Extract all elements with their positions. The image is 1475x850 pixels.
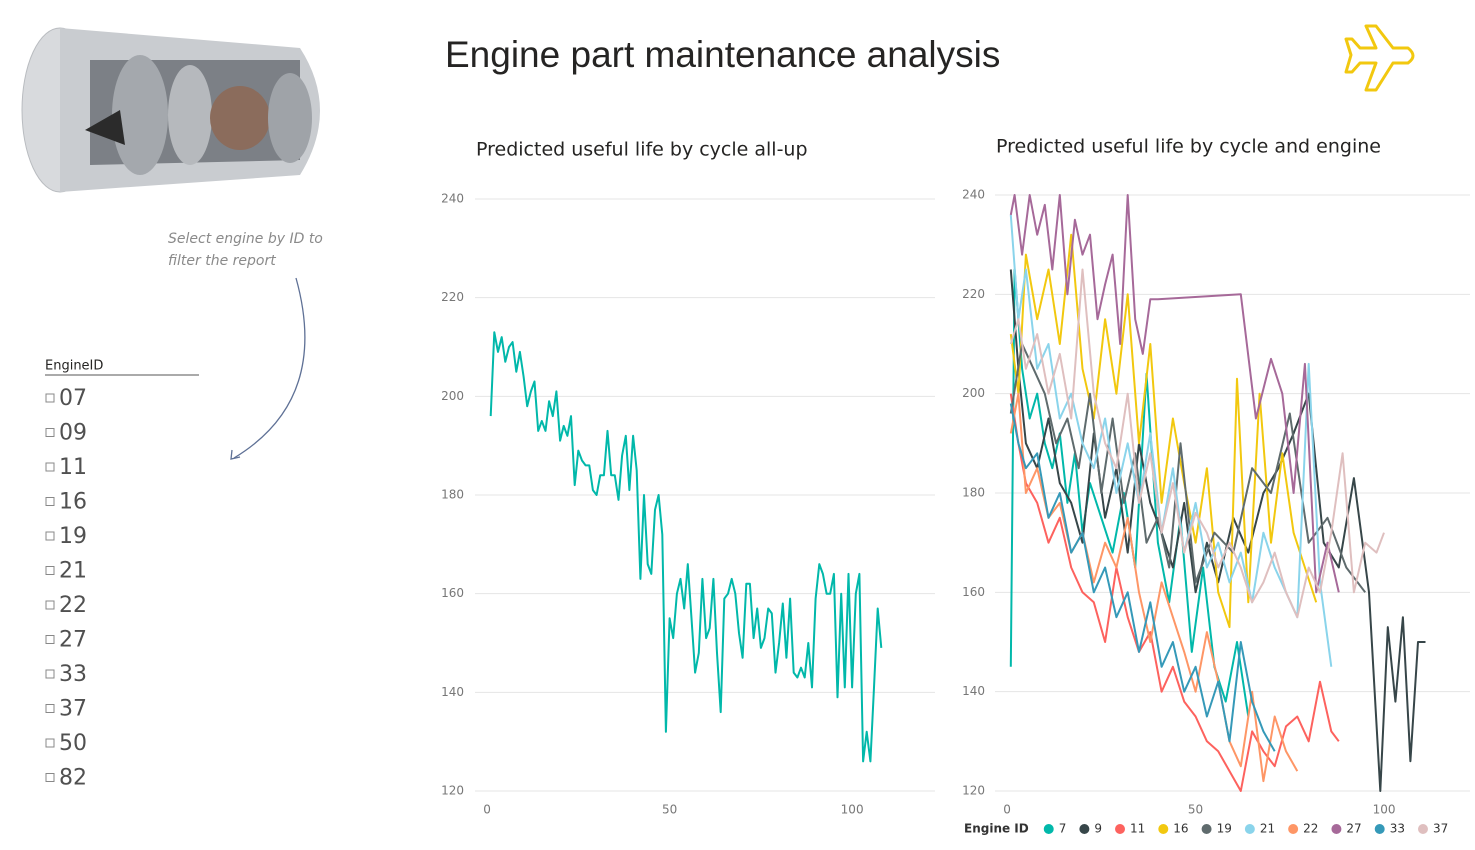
series-line: [1009, 393, 1340, 792]
caption-box: Select engine by ID to filter the report: [168, 231, 323, 269]
plane-icon: [1344, 24, 1415, 92]
slicer-item[interactable]: 19: [59, 524, 87, 549]
legend-label[interactable]: 33: [1390, 822, 1405, 836]
slicer-item[interactable]: 11: [59, 455, 87, 480]
series-line: [1009, 269, 1426, 792]
legend-label[interactable]: 27: [1346, 822, 1361, 836]
chart-title: Predicted useful life by cycle all-up: [476, 139, 808, 161]
x-tick-label: 0: [1003, 803, 1011, 817]
slicer-item[interactable]: 33: [59, 662, 87, 687]
legend-label[interactable]: 21: [1260, 822, 1275, 836]
legend-swatch[interactable]: [1115, 824, 1126, 834]
slicer-items: 07 09 11 16 19 21 22 27 33 37 50 82: [45, 386, 87, 791]
checkbox[interactable]: [45, 704, 55, 713]
slicer-item[interactable]: 07: [59, 386, 87, 411]
y-tick-label: 140: [441, 685, 464, 699]
y-tick-label: 240: [962, 188, 985, 202]
legend-swatch[interactable]: [1288, 824, 1299, 834]
legend-swatch[interactable]: [1158, 824, 1169, 834]
checkbox[interactable]: [45, 635, 55, 644]
series-line: [1009, 268, 1250, 717]
legend-swatch[interactable]: [1374, 824, 1385, 834]
legend-label[interactable]: 37: [1433, 822, 1448, 836]
legend-swatch[interactable]: [1244, 824, 1255, 834]
x-tick-label: 100: [841, 803, 864, 817]
slicer-caption: Select engine by ID to filter the report: [168, 231, 323, 269]
y-tick-label: 220: [441, 290, 464, 304]
y-tick-label: 220: [962, 287, 985, 301]
series-line: [1009, 403, 1276, 752]
y-tick-label: 160: [441, 586, 464, 600]
x-tick-label: 50: [662, 803, 677, 817]
slicer-item[interactable]: 16: [59, 490, 87, 515]
checkbox[interactable]: [45, 738, 55, 748]
y-tick-label: 120: [441, 784, 464, 798]
legend-label[interactable]: 22: [1303, 822, 1318, 836]
arrow: [233, 277, 306, 459]
checkbox[interactable]: [45, 669, 55, 679]
legend-swatch[interactable]: [1417, 824, 1428, 834]
series-line: [1009, 214, 1333, 667]
checkbox[interactable]: [45, 428, 55, 437]
slicer-item[interactable]: 82: [59, 766, 87, 791]
y-tick-label: 180: [441, 488, 464, 502]
y-tick-label: 200: [962, 386, 985, 400]
chart-title: Predicted useful life by cycle and engin…: [996, 136, 1381, 158]
line: [489, 331, 883, 763]
checkbox[interactable]: [45, 531, 55, 541]
y-tick-label: 120: [962, 784, 985, 798]
slicer-item[interactable]: 22: [59, 593, 87, 618]
legend-label[interactable]: 16: [1173, 822, 1188, 836]
checkbox[interactable]: [45, 497, 55, 506]
plot-area: [1009, 194, 1426, 792]
legend-swatch[interactable]: [1331, 824, 1342, 834]
legend-label[interactable]: 7: [1059, 822, 1067, 836]
legend-label[interactable]: 19: [1217, 822, 1232, 836]
y-tick-label: 180: [962, 486, 985, 500]
plot-area: [489, 331, 883, 763]
engine-image: [21, 27, 320, 193]
x-tick-label: 50: [1188, 803, 1203, 817]
y-tick-label: 160: [962, 585, 985, 599]
y-tick-label: 140: [962, 684, 985, 698]
y-tick-label: 200: [441, 389, 464, 403]
x-tick-label: 0: [483, 803, 491, 817]
checkbox[interactable]: [45, 566, 55, 575]
checkbox[interactable]: [45, 773, 55, 782]
arrow-head: [230, 449, 241, 460]
slicer-item[interactable]: 09: [59, 421, 87, 446]
x-tick-label: 100: [1373, 803, 1396, 817]
page-title: Engine part maintenance analysis: [445, 34, 1000, 75]
slicer-item[interactable]: 37: [59, 697, 87, 722]
legend-swatch[interactable]: [1043, 824, 1054, 834]
slicer-item[interactable]: 50: [59, 731, 87, 756]
series-line: [1009, 233, 1318, 629]
legend-label[interactable]: 9: [1094, 822, 1102, 836]
legend-swatch[interactable]: [1201, 824, 1212, 834]
slicer-item[interactable]: 21: [59, 559, 87, 584]
y-tick-label: 240: [441, 192, 464, 206]
series-line: [1009, 268, 1385, 619]
slicer-title: EngineID: [45, 359, 103, 374]
checkbox[interactable]: [45, 462, 55, 472]
checkbox[interactable]: [45, 600, 55, 610]
series-line: [1009, 392, 1299, 783]
legend-label[interactable]: 11: [1130, 822, 1145, 836]
legend-swatch[interactable]: [1079, 824, 1090, 834]
checkbox[interactable]: [45, 393, 55, 403]
series-line: [1009, 194, 1340, 594]
legend-title: Engine ID: [964, 822, 1029, 836]
slicer-item[interactable]: 27: [59, 628, 87, 653]
